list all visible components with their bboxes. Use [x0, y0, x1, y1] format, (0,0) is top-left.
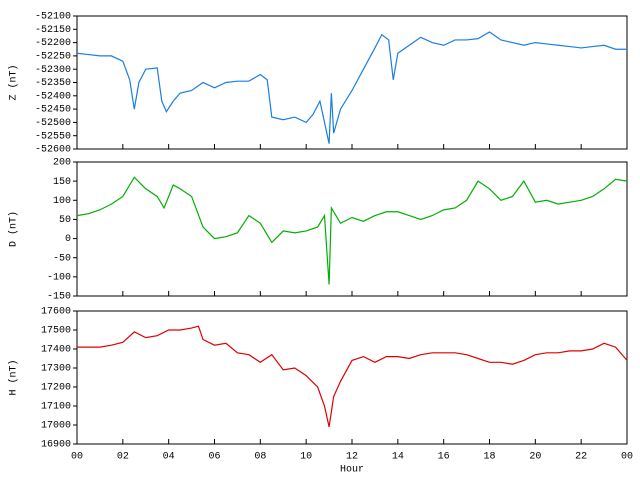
y-tick-label: 100	[53, 196, 71, 207]
y-tick-label: -52350	[35, 78, 71, 89]
data-line	[76, 31, 627, 144]
x-axis-label: Hour	[340, 465, 364, 476]
y-tick-label: 17100	[41, 402, 71, 413]
plot-frame	[76, 161, 628, 297]
y-tick-label: 17400	[41, 345, 71, 356]
y-tick-label: -52500	[35, 118, 71, 129]
y-tick-label: 50	[59, 215, 71, 226]
y-axis-label: H (nT)	[8, 359, 20, 395]
plot-frame	[76, 310, 628, 445]
x-tick-label: 02	[117, 452, 129, 463]
x-tick-label: 16	[438, 452, 450, 463]
y-tick-label: -52550	[35, 131, 71, 142]
y-tick-label: 17000	[41, 421, 71, 432]
y-tick-label: -52200	[35, 38, 71, 49]
y-tick-label: -52450	[35, 105, 71, 116]
x-tick-label: 08	[254, 452, 266, 463]
y-tick-label: -52400	[35, 91, 71, 102]
y-tick-label: 17200	[41, 383, 71, 394]
x-tick-label: 00	[71, 452, 83, 463]
x-tick-label: 00	[621, 452, 633, 463]
x-tick-label: 18	[483, 452, 495, 463]
y-tick-label: 17500	[41, 326, 71, 337]
y-tick-label: -52600	[35, 145, 71, 156]
y-tick-label: -52150	[35, 25, 71, 36]
y-tick-label: -52100	[35, 12, 71, 23]
y-tick-label: -52300	[35, 65, 71, 76]
x-tick-label: 06	[208, 452, 220, 463]
x-tick-label: 14	[392, 452, 404, 463]
y-axis-label: Z (nT)	[8, 64, 20, 100]
y-axis-label: D (nT)	[8, 211, 20, 247]
x-tick-label: 10	[300, 452, 312, 463]
x-tick-label: 20	[529, 452, 541, 463]
y-tick-label: -50	[53, 253, 71, 264]
y-tick-label: -150	[47, 292, 71, 303]
y-tick-label: -52250	[35, 52, 71, 63]
y-tick-label: 0	[65, 234, 71, 245]
data-line	[77, 325, 628, 428]
y-tick-label: -100	[47, 272, 71, 283]
x-tick-label: 12	[346, 452, 358, 463]
y-tick-label: 17300	[41, 364, 71, 375]
y-tick-label: 16900	[41, 440, 71, 451]
x-tick-label: 22	[575, 452, 587, 463]
data-line	[76, 176, 628, 285]
y-tick-label: 200	[53, 158, 71, 169]
y-tick-label: 150	[53, 177, 71, 188]
y-tick-label: 17600	[41, 307, 71, 318]
x-tick-label: 04	[163, 452, 175, 463]
